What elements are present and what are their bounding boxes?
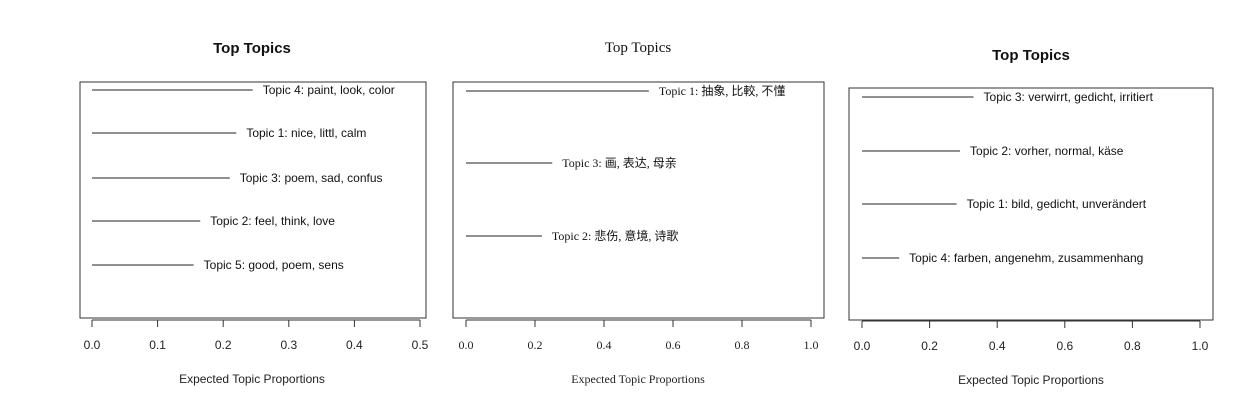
x-tick-label: 0.6 (666, 338, 681, 352)
x-tick-label: 0.4 (346, 338, 363, 352)
x-tick-label: 0.0 (854, 339, 871, 353)
plot-frame (848, 87, 1214, 321)
x-tick-label: 0.2 (215, 338, 232, 352)
topic-label: Topic 1: nice, littl, calm (246, 126, 366, 140)
x-tick-label: 0.1 (149, 338, 166, 352)
x-tick-label: 0.3 (280, 338, 297, 352)
chart-title: Top Topics (992, 47, 1070, 64)
topic-label: Topic 4: paint, look, color (263, 83, 395, 97)
topic-label: Topic 2: vorher, normal, käse (970, 144, 1124, 158)
topic-label: Topic 1: 抽象, 比較, 不懂 (659, 83, 786, 98)
topic-label: Topic 3: 画, 表达, 母亲 (562, 156, 677, 170)
chart-title: Top Topics (213, 40, 291, 57)
chart-title: Top Topics (605, 40, 672, 56)
topic-label: Topic 2: feel, think, love (210, 214, 335, 228)
x-tick-label: 0.4 (597, 338, 612, 352)
topic-label: Topic 1: bild, gedicht, unverändert (967, 197, 1147, 211)
x-tick-label: 0.8 (1124, 339, 1141, 353)
topic-label: Topic 4: farben, angenehm, zusammenhang (909, 251, 1143, 265)
chart-panel-1: Top Topics 0.0 0.1 0.2 0.3 0.4 0.5 Expected Top… (79, 40, 429, 386)
x-axis-label: Expected Topic Proportions (571, 372, 705, 386)
topic-label: Topic 3: poem, sad, confus (240, 171, 383, 185)
plot-frame (79, 81, 427, 319)
x-axis-label: Expected Topic Proportions (179, 372, 325, 386)
x-axis-label: Expected Topic Proportions (958, 373, 1104, 387)
x-tick-label: 0.0 (459, 338, 474, 352)
x-tick-label: 0.8 (735, 338, 750, 352)
chart-panel-2: Top Topics 0.0 0.2 0.4 0.6 0.8 1.0 Expected Top… (452, 40, 825, 386)
chart-panel-3: Top Topics 0.0 0.2 0.4 0.6 0.8 1.0 Expected Top… (848, 47, 1214, 387)
x-tick-label: 1.0 (1192, 339, 1209, 353)
topic-label: Topic 2: 悲伤, 意境, 诗歌 (552, 228, 679, 243)
x-tick-label: 0.6 (1056, 339, 1073, 353)
topic-label: Topic 5: good, poem, sens (204, 258, 344, 272)
x-tick-label: 1.0 (804, 338, 819, 352)
x-tick-label: 0.2 (921, 339, 938, 353)
topic-label: Topic 3: verwirrt, gedicht, irritiert (984, 90, 1154, 104)
x-tick-label: 0.4 (989, 339, 1006, 353)
x-tick-label: 0.0 (84, 338, 101, 352)
x-tick-label: 0.2 (528, 338, 543, 352)
x-tick-label: 0.5 (412, 338, 429, 352)
plot-frame (452, 81, 825, 319)
